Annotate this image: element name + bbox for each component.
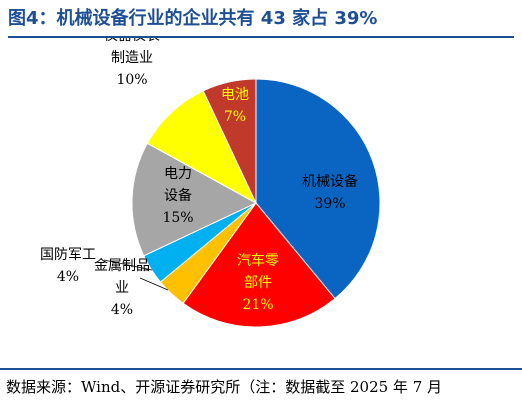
pie-slice — [255, 78, 381, 300]
slice-name-label: 国防军工 — [40, 247, 96, 263]
slice-value-label: 4% — [111, 302, 133, 318]
slice-name-label: 金属制品 — [94, 258, 150, 274]
slice-value-label: 10% — [116, 72, 147, 88]
slice-name-label: 仪器仪表 — [104, 38, 160, 44]
slice-name-label: 电力 — [164, 166, 192, 182]
leader-line — [139, 277, 169, 291]
slice-name-label: 机械设备 — [302, 173, 358, 190]
slice-value-label: 39% — [314, 196, 345, 212]
slice-name-label: 汽车零 — [237, 252, 279, 269]
leader-lines — [103, 259, 169, 291]
pie-slices — [131, 78, 381, 328]
pie-slice — [182, 202, 336, 328]
pie-slice — [131, 142, 258, 257]
slice-name-label: 电池 — [221, 87, 249, 103]
slice-value-label: 4% — [57, 269, 79, 285]
slice-name-label: 设备 — [164, 187, 192, 204]
leader-line — [103, 259, 153, 271]
pie-slice — [202, 78, 257, 204]
pie-slice — [146, 90, 258, 205]
source-note: 数据来源：Wind、开源证券研究所（注：数据截至 2025 年 7 月 — [0, 368, 522, 406]
slice-name-label: 业 — [115, 280, 129, 296]
slice-name-label: 部件 — [244, 275, 272, 291]
slice-name-label: 制造业 — [111, 50, 153, 66]
slice-value-label: 7% — [224, 109, 246, 125]
slice-value-label: 15% — [162, 210, 193, 226]
chart-title: 图4：机械设备行业的企业共有 43 家占 39% — [8, 4, 514, 38]
slice-value-label: 21% — [242, 297, 273, 313]
